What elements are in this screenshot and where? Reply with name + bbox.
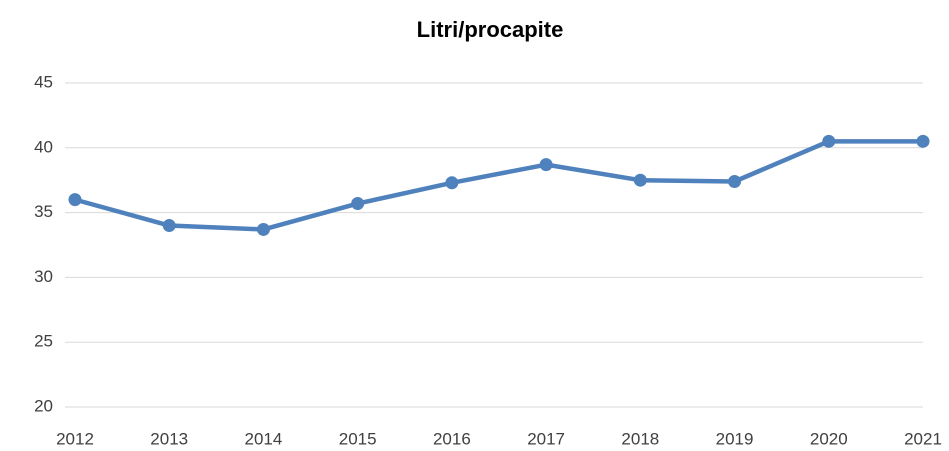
point — [445, 176, 459, 190]
line — [74, 139, 923, 232]
point — [162, 219, 176, 233]
chart-title: Litri/procapite — [417, 17, 564, 42]
point — [539, 158, 553, 172]
x-tick-label: 2013 — [150, 429, 188, 448]
x-tick-label: 2016 — [433, 429, 471, 448]
point — [68, 193, 82, 207]
x-tick-label: 2014 — [245, 429, 283, 448]
x-tick-label: 2017 — [527, 429, 565, 448]
y-tick-label: 20 — [34, 396, 53, 415]
y-tick-label: 45 — [34, 72, 53, 91]
x-tick-label: 2012 — [56, 429, 94, 448]
y-tick-label: 40 — [34, 137, 53, 156]
x-tick-label: 2021 — [904, 429, 942, 448]
x-tick-label: 2019 — [716, 429, 754, 448]
y-tick-label: 25 — [34, 332, 53, 351]
point — [633, 173, 647, 187]
point — [351, 197, 365, 211]
point — [728, 174, 742, 188]
x-tick-label: 2015 — [339, 429, 377, 448]
point — [822, 134, 836, 148]
point — [916, 134, 930, 148]
x-tick-label: 2020 — [810, 429, 848, 448]
y-tick-label: 35 — [34, 202, 53, 221]
point — [256, 222, 270, 236]
x-tick-label: 2018 — [621, 429, 659, 448]
y-tick-label: 30 — [34, 267, 53, 286]
